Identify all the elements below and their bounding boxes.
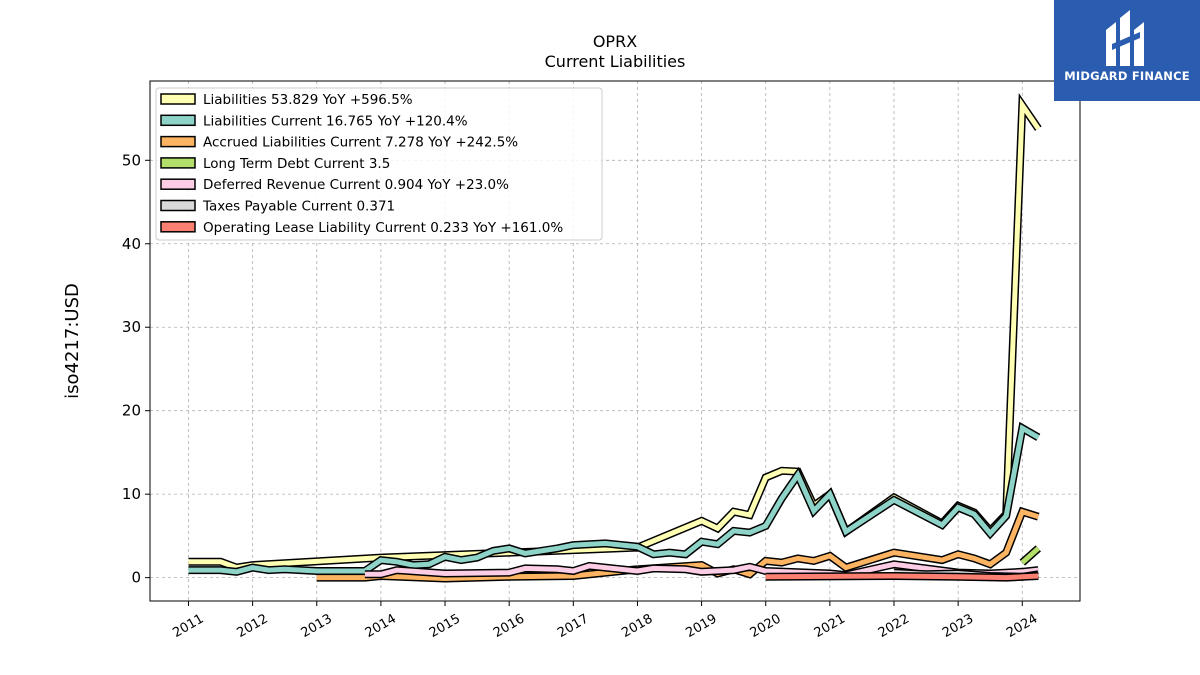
- chart-subtitle: Current Liabilities: [545, 52, 686, 71]
- y-tick-label: 40: [122, 235, 141, 253]
- x-tick-label: 2011: [170, 611, 206, 641]
- legend-swatch: [160, 178, 196, 190]
- x-tick-label: 2023: [940, 611, 976, 641]
- legend-label: Liabilities Current 16.765 YoY +120.4%: [203, 113, 468, 129]
- series-1: [188, 421, 1041, 576]
- x-tick-label: 2015: [427, 611, 463, 641]
- legend-swatch: [160, 114, 196, 127]
- plot-frame: [149, 80, 1081, 602]
- legend-label: Taxes Payable Current 0.371: [202, 199, 395, 215]
- series-line: [1020, 546, 1040, 565]
- x-tick-label: 2019: [683, 611, 719, 641]
- series-line: [316, 508, 1040, 582]
- legend-label: Accrued Liabilities Current 7.278 YoY +2…: [203, 135, 518, 151]
- series-layer: [188, 92, 1042, 583]
- series-line: [765, 573, 1039, 581]
- x-tick-label: 2018: [619, 611, 655, 641]
- y-tick-label: 30: [122, 318, 141, 336]
- legend: Liabilities 53.829 YoY +596.5% Liabilitie…: [155, 87, 603, 241]
- y-axis: 0 10 20 30 40 50: [122, 151, 150, 587]
- legend-box: [155, 87, 603, 241]
- chart-title: OPRX: [593, 32, 637, 51]
- logo-text: MIDGARD FINANCE: [1064, 69, 1190, 83]
- legend-swatch: [160, 93, 196, 105]
- legend-swatch: [160, 157, 196, 169]
- x-tick-label: 2017: [555, 611, 591, 641]
- x-tick-label: 2022: [876, 611, 912, 641]
- x-tick-label: 2021: [812, 611, 848, 641]
- y-tick-label: 10: [122, 485, 141, 503]
- logo-mark-icon: [1106, 10, 1144, 66]
- y-axis-label: iso4217:USD: [62, 283, 83, 399]
- x-tick-label: 2016: [491, 611, 527, 641]
- series-3: [1019, 545, 1041, 566]
- series-line: [364, 561, 1039, 578]
- x-tick-label: 2024: [1004, 611, 1040, 641]
- x-tick-label: 2013: [299, 611, 335, 641]
- series-line: [188, 424, 1040, 575]
- midgard-finance-logo: MIDGARD FINANCE: [1054, 0, 1200, 101]
- series-6: [765, 571, 1039, 582]
- legend-label: Liabilities 53.829 YoY +596.5%: [203, 92, 413, 108]
- legend-swatch: [160, 221, 196, 233]
- series-4: [364, 560, 1039, 580]
- legend-label: Operating Lease Liability Current 0.233 …: [203, 220, 563, 236]
- x-tick-label: 2012: [234, 611, 270, 641]
- legend-swatch: [160, 199, 196, 212]
- y-tick-label: 20: [122, 402, 141, 420]
- series-2: [316, 506, 1040, 583]
- legend-label: Deferred Revenue Current 0.904 YoY +23.0…: [203, 177, 509, 193]
- x-tick-label: 2014: [363, 611, 399, 641]
- y-tick-label: 50: [122, 151, 141, 169]
- y-tick-label: 0: [131, 569, 141, 587]
- legend-swatch: [160, 135, 196, 148]
- x-axis: 2011 2012 2013 2014 2015 2016 2017 2018 2019 2020…: [170, 601, 1040, 641]
- x-tick-label: 2020: [748, 611, 784, 641]
- legend-label: Long Term Debt Current 3.5: [203, 156, 390, 172]
